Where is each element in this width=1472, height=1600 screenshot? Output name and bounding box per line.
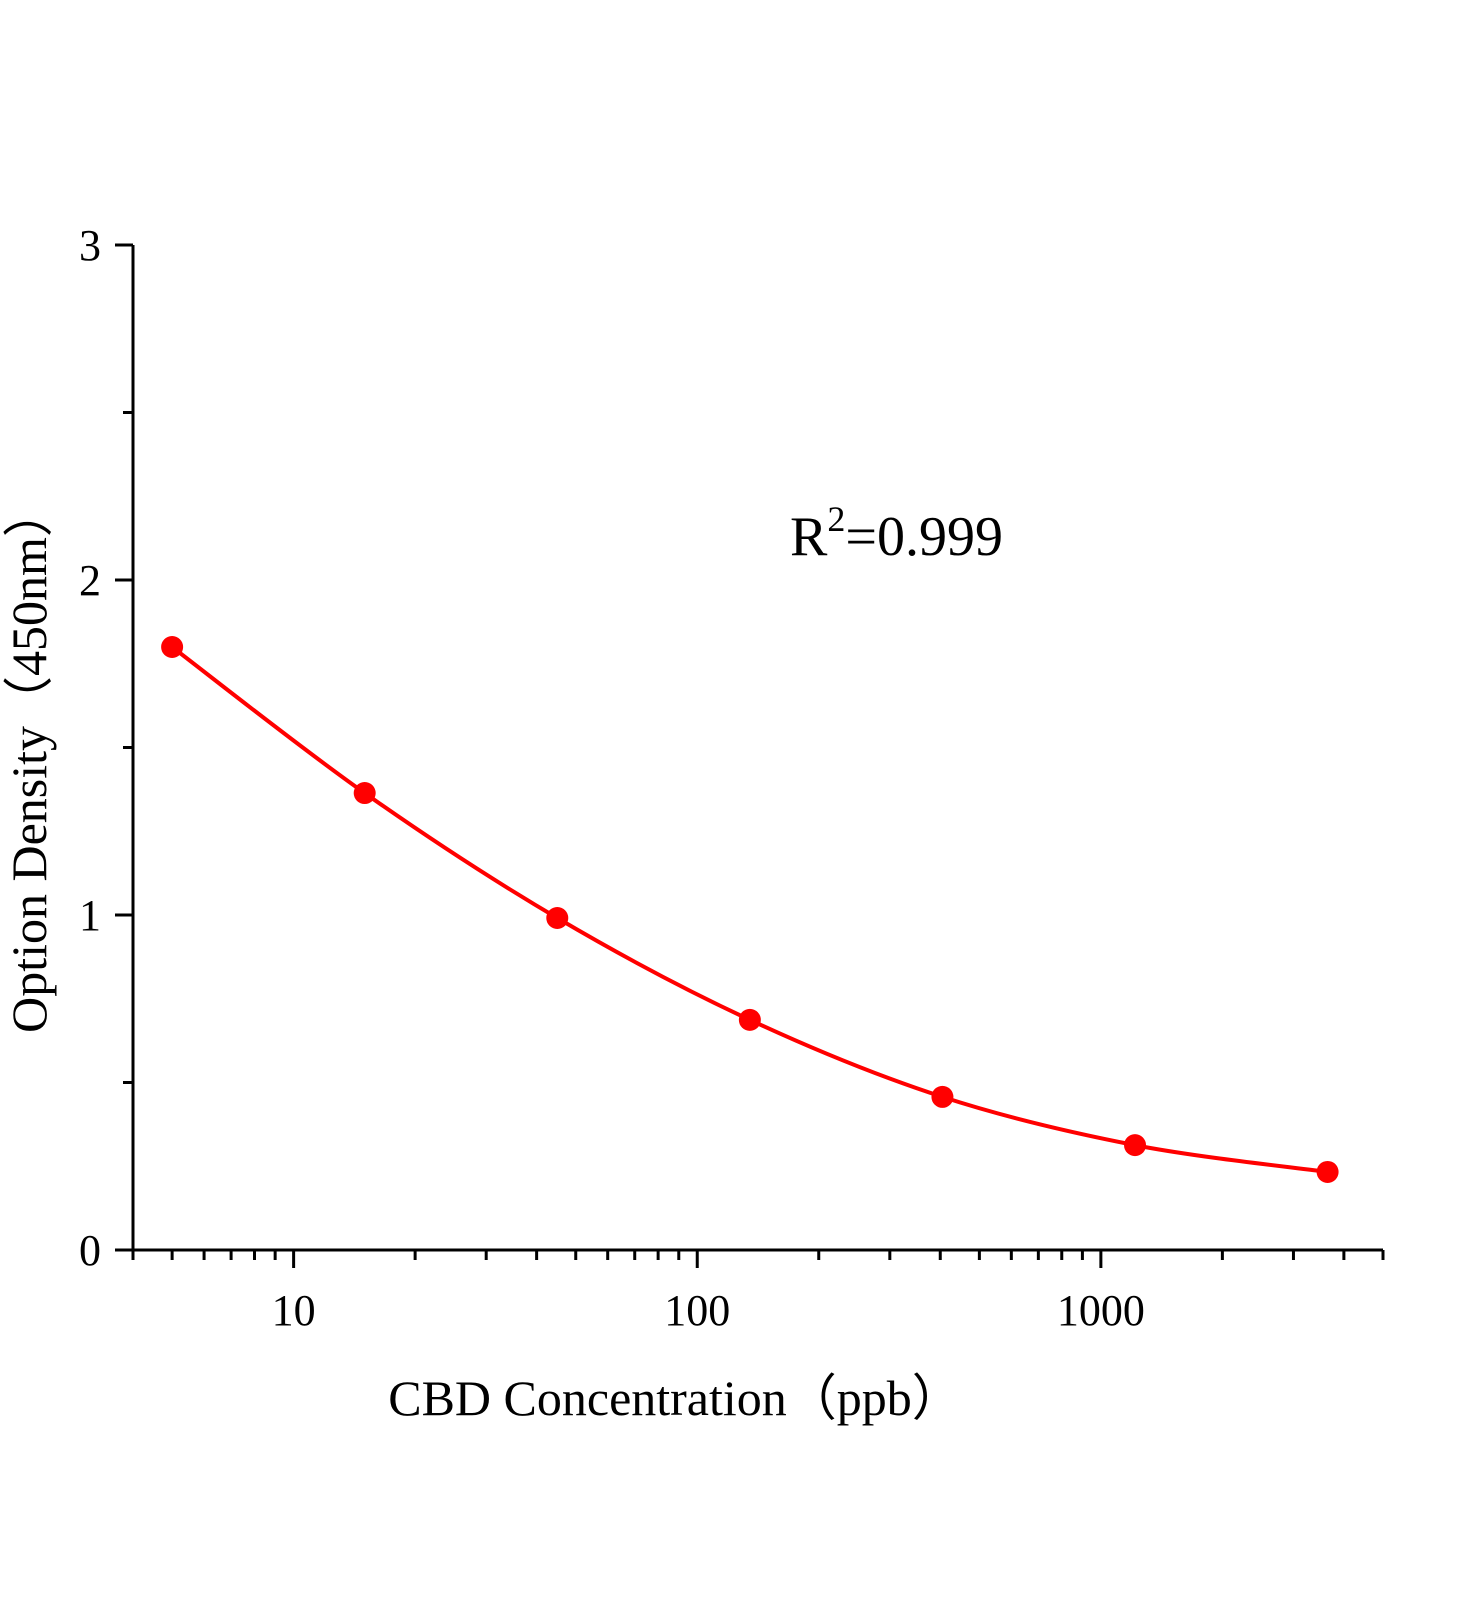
x-tick-label: 1000 bbox=[1057, 1286, 1145, 1335]
y-tick-label: 1 bbox=[79, 891, 101, 940]
data-point bbox=[1124, 1134, 1147, 1157]
ticks: 0 1 2 3 10 100 1000 bbox=[79, 221, 1385, 1335]
data-point bbox=[931, 1085, 954, 1108]
y-axis-label: Option Density（450nm） bbox=[1, 487, 57, 1033]
y-tick-label: 0 bbox=[79, 1226, 101, 1275]
y-tick-label: 2 bbox=[79, 556, 101, 605]
r-squared-annotation: R2=0.999 bbox=[790, 499, 1003, 568]
data-point bbox=[1316, 1160, 1339, 1183]
x-axis-label: CBD Concentration（ppb） bbox=[388, 1370, 962, 1426]
axes bbox=[131, 245, 1383, 1252]
fit-curve bbox=[170, 645, 1328, 1174]
plot-area bbox=[161, 636, 1339, 1183]
y-tick-label: 3 bbox=[79, 221, 101, 270]
data-point bbox=[353, 782, 376, 805]
x-tick-label: 10 bbox=[272, 1286, 316, 1335]
data-point bbox=[546, 907, 569, 930]
data-point bbox=[161, 636, 184, 658]
data-point bbox=[738, 1008, 761, 1031]
x-tick-label: 100 bbox=[664, 1286, 730, 1335]
